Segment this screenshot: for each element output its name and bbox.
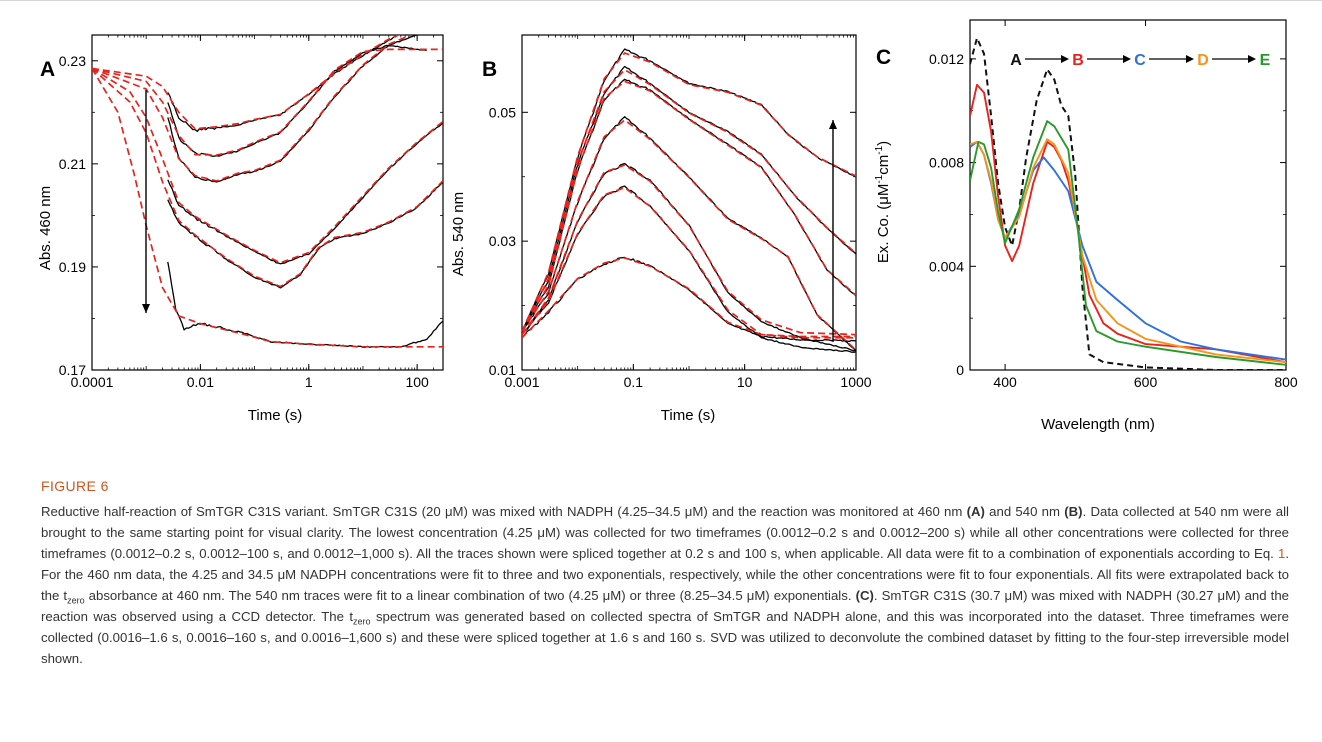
figure-6-graphic: A Abs. 460 nm Time (s) 0.0001 0.01 1 1000.1… xyxy=(37,19,1298,433)
panel-b-arrow-head xyxy=(829,120,837,129)
scheme-species-b: B xyxy=(1072,52,1084,69)
caption-part-7: spectrum was generated based on collecte… xyxy=(41,609,1289,666)
panel-c-xlabel: Wavelength (nm) xyxy=(1041,416,1155,433)
panel-a-ytick-label: 0.19 xyxy=(59,259,86,275)
spectrum-e xyxy=(970,120,1286,366)
caption-sub-zero-2: zero xyxy=(353,616,371,627)
panel-a-fit-line xyxy=(92,48,443,156)
panel-b-plot-area: 0.001 0.1 10 1000 0.01 0.03 0.05 xyxy=(489,34,872,390)
panel-a-ytick-label: 0.17 xyxy=(59,362,86,378)
panel-c-xtick-label: 800 xyxy=(1274,374,1298,390)
panel-c-ylabel-sup2: -1 xyxy=(874,145,885,154)
panel-a-frame xyxy=(91,34,444,371)
caption-text: Reductive half-reaction of SmTGR C31S va… xyxy=(41,501,1289,669)
panel-c-frame xyxy=(969,19,1287,371)
panel-b-ylabel: Abs. 540 nm xyxy=(450,192,467,276)
panel-a-fit-line xyxy=(92,67,443,264)
caption-panel-c-ref: (C) xyxy=(855,588,874,603)
panel-a-fit-line xyxy=(92,35,414,182)
panel-a-data-trace xyxy=(167,122,443,265)
top-rule xyxy=(0,0,1322,1)
spectrum-b xyxy=(970,83,1286,364)
scheme-species-c: C xyxy=(1134,52,1146,69)
panel-c-xtick-label: 400 xyxy=(993,374,1017,390)
caption-sub-zero-1: zero xyxy=(67,595,85,606)
panel-b-chart: B Abs. 540 nm Time (s) 0.001 0.1 10 10000.0… xyxy=(450,34,872,424)
panel-c-ytick-label: 0.012 xyxy=(929,51,964,67)
panel-a-ytick-label: 0.23 xyxy=(59,53,86,69)
kinetic-scheme: A B C D E xyxy=(1010,52,1270,69)
panel-b-fit-line xyxy=(522,186,856,339)
panel-a-ytick-label: 0.21 xyxy=(59,156,86,172)
scheme-arrow-head xyxy=(1061,55,1069,63)
caption-part-3: . Data collected at 540 nm were all brou… xyxy=(41,504,1289,561)
panel-b-fit-line xyxy=(522,119,856,351)
scheme-arrow-head xyxy=(1186,55,1194,63)
panel-c-ylabel: Ex. Co. (μM-1cm-1) xyxy=(874,141,892,263)
panel-b-data-trace xyxy=(522,48,856,333)
panel-a-xtick-label: 1 xyxy=(305,374,313,390)
panel-c-ytick-label: 0 xyxy=(956,362,964,378)
panel-b-xtick-label: 0.001 xyxy=(504,374,539,390)
panel-a-ylabel: Abs. 460 nm xyxy=(37,186,54,270)
panel-a-xtick-label: 0.0001 xyxy=(71,374,114,390)
panel-b-data-trace xyxy=(522,185,856,353)
panel-a-data-trace xyxy=(167,261,443,349)
scheme-species-a: A xyxy=(1010,52,1022,69)
caption-panel-a-ref: (A) xyxy=(966,504,985,519)
panel-c-label: C xyxy=(876,46,891,69)
panel-b-data-trace xyxy=(522,256,856,343)
panel-a-fit-line xyxy=(92,35,401,130)
caption-part-5: absorbance at 460 nm. The 540 nm traces … xyxy=(88,588,852,603)
panel-a-label: A xyxy=(40,58,55,81)
spectrum-a xyxy=(970,37,1286,370)
scheme-arrow-head xyxy=(1123,55,1131,63)
panel-c-xtick-label: 600 xyxy=(1134,374,1158,390)
caption-panel-b-ref: (B) xyxy=(1064,504,1083,519)
panel-a-plot-area: 0.0001 0.01 1 100 0.17 0.19 0.21 0.23 xyxy=(59,34,444,390)
panel-c-ylabel-end: ) xyxy=(875,141,892,146)
spectrum-d xyxy=(970,138,1286,364)
caption-part-4: . For the 460 nm data, the 4.25 and 34.5… xyxy=(41,546,1289,603)
panel-c-plot-area: 400 600 800 0 0.004 0.008 0.012 xyxy=(929,19,1298,390)
panel-a-fit-line xyxy=(92,68,443,348)
panel-b-fit-line xyxy=(522,164,856,336)
panel-c-chart: C Ex. Co. (μM-1cm-1) Wavelength (nm) 400… xyxy=(874,19,1298,433)
panel-a-data-trace xyxy=(167,181,443,289)
panel-c-ylabel-sup1: -1 xyxy=(874,174,885,183)
panel-b-xlabel: Time (s) xyxy=(661,407,715,424)
panel-c-ylabel-mid: cm xyxy=(875,155,892,175)
equation-link[interactable]: 1 xyxy=(1277,546,1286,561)
panel-b-xtick-label: 1000 xyxy=(840,374,871,390)
panel-a-data-trace xyxy=(167,44,427,157)
scheme-arrow-head xyxy=(1248,55,1256,63)
panel-c-ytick-label: 0.004 xyxy=(929,258,964,274)
panel-b-fit-line xyxy=(522,257,856,339)
panel-a-fit-line xyxy=(92,67,443,288)
scheme-species-e: E xyxy=(1260,52,1271,69)
panel-b-ytick-label: 0.01 xyxy=(489,362,516,378)
figure-label: FIGURE 6 xyxy=(41,478,109,494)
panel-c-ytick-label: 0.008 xyxy=(929,155,964,171)
panel-a-xlabel: Time (s) xyxy=(248,407,302,424)
panel-b-xtick-label: 10 xyxy=(737,374,753,390)
scheme-species-d: D xyxy=(1197,52,1209,69)
panel-b-ytick-label: 0.03 xyxy=(489,233,516,249)
panel-b-xtick-label: 0.1 xyxy=(624,374,644,390)
panel-a-xtick-label: 100 xyxy=(405,374,429,390)
panel-a-chart: A Abs. 460 nm Time (s) 0.0001 0.01 1 100 0.1… xyxy=(37,34,444,424)
caption-part-1: Reductive half-reaction of SmTGR C31S va… xyxy=(41,504,963,519)
panel-a-arrow-head xyxy=(142,304,150,313)
panel-b-frame xyxy=(521,34,857,371)
panel-b-fit-line xyxy=(522,68,856,332)
caption-part-2: and 540 nm xyxy=(989,504,1060,519)
panel-c-ylabel-main: Ex. Co. (μM xyxy=(875,184,892,263)
panel-a-xtick-label: 0.01 xyxy=(187,374,214,390)
panel-b-label: B xyxy=(482,58,497,81)
figure-caption: FIGURE 6 Reductive half-reaction of SmTG… xyxy=(41,478,1289,669)
caption-part-6: . SmTGR C31S (30.7 μM) was mixed with NA… xyxy=(41,588,1289,624)
panel-b-ytick-label: 0.05 xyxy=(489,104,516,120)
